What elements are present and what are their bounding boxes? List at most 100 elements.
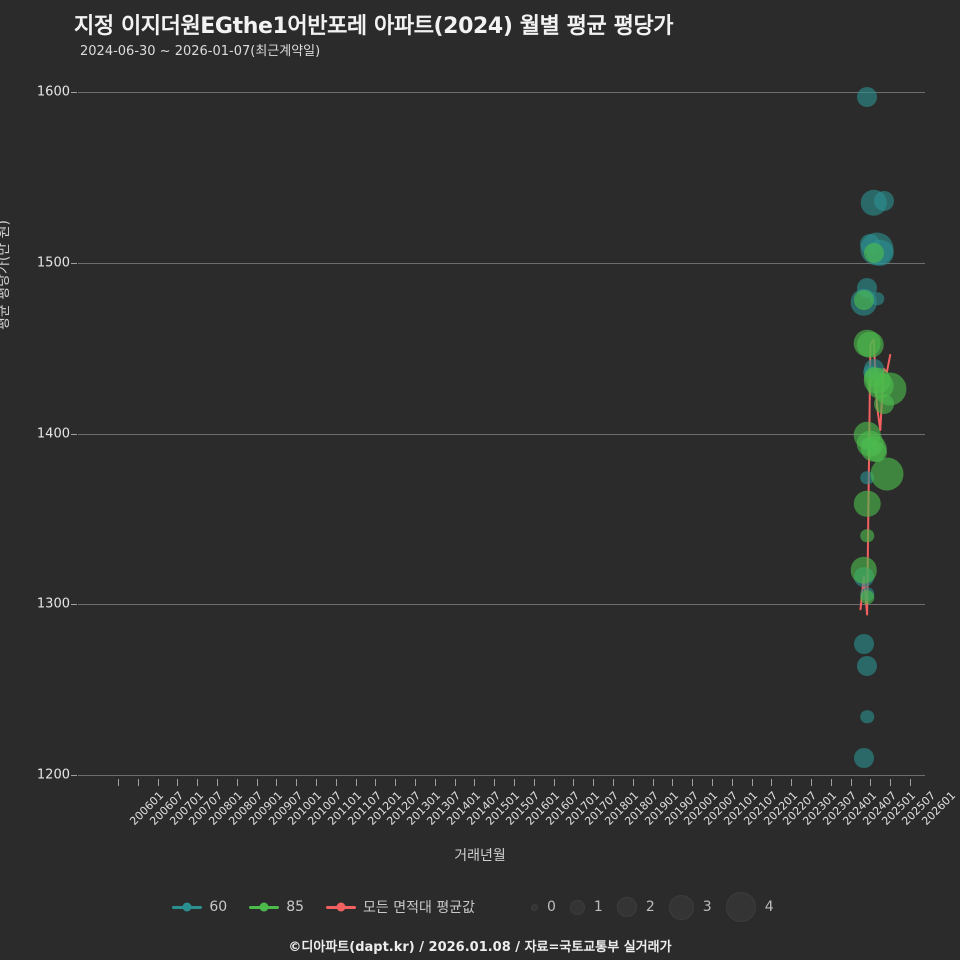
bubble-85 <box>860 590 874 605</box>
x-tick-mark <box>850 779 852 786</box>
legend-dot-marker <box>259 902 269 912</box>
y-tick-mark <box>71 604 77 606</box>
x-tick-mark <box>573 779 575 786</box>
gridline-1600 <box>78 92 925 93</box>
x-tick-mark <box>751 779 753 786</box>
bubble-60 <box>873 191 894 212</box>
legend: 60 85 모든 면적대 평균값 0 1 2 3 4 <box>0 890 960 924</box>
x-tick-mark <box>434 779 436 786</box>
chart-subtitle: 2024-06-30 ~ 2026-01-07(최근계약일) <box>80 44 321 59</box>
size-legend-dot <box>725 892 756 922</box>
x-tick-mark <box>256 779 258 786</box>
legend-dot-marker <box>182 902 192 912</box>
legend-label: 85 <box>286 899 305 915</box>
y-tick-label-1200: 1200 <box>36 767 70 783</box>
gridline-1200 <box>78 775 925 776</box>
page-title: 지정 이지더원EGthe1어반포레 아파트(2024) 월별 평균 평당가 <box>74 14 674 39</box>
y-axis-title: 평균 평당가(만 원) <box>0 220 12 330</box>
legend-line-swatch <box>249 902 280 912</box>
y-tick-mark <box>71 775 77 776</box>
y-tick-label-1300: 1300 <box>36 596 70 612</box>
x-tick-mark <box>731 779 733 786</box>
y-tick-label-1500: 1500 <box>36 255 70 271</box>
bubble-85 <box>850 556 878 584</box>
x-tick-mark <box>514 779 515 786</box>
size-legend-dot <box>616 897 637 917</box>
gridline-1300 <box>78 604 925 606</box>
bubble-85 <box>873 372 907 406</box>
x-tick-mark <box>632 779 634 786</box>
x-tick-mark <box>474 779 476 786</box>
x-tick-mark <box>236 779 238 786</box>
x-tick-mark <box>692 779 694 786</box>
y-tick-mark <box>71 433 77 435</box>
y-tick-mark <box>71 92 77 93</box>
x-tick-mark <box>791 779 793 786</box>
size-legend-item-3: 3 <box>668 894 712 920</box>
x-tick-mark <box>771 779 773 786</box>
y-tick-label-1600: 1600 <box>36 84 70 100</box>
x-tick-mark <box>415 779 416 786</box>
x-tick-mark <box>118 779 119 786</box>
x-tick-mark <box>811 779 812 786</box>
legend-dot-marker <box>336 902 346 912</box>
x-tick-mark <box>494 779 496 786</box>
x-tick-mark <box>910 779 911 786</box>
size-legend-item-2: 2 <box>616 897 655 917</box>
x-tick-mark <box>296 779 298 786</box>
bubble-60 <box>853 633 874 654</box>
footer-credit: ©디아파트(dapt.kr) / 2026.01.08 / 자료=국토교통부 실… <box>288 940 672 955</box>
size-legend-dot <box>569 899 585 915</box>
x-tick-mark <box>177 779 179 786</box>
size-legend-label: 1 <box>593 899 603 915</box>
x-tick-mark <box>652 779 654 786</box>
y-axis-tick-labels: 1600 1500 1400 1300 1200 <box>22 85 70 783</box>
gridline-1400 <box>78 433 925 435</box>
size-legend-label: 2 <box>645 899 655 915</box>
size-legend-dot <box>531 903 538 911</box>
x-tick-mark <box>712 779 713 786</box>
legend-line-swatch <box>326 902 357 912</box>
x-axis: 200601 200607 200701 200707 200801 200807 2009… <box>78 775 958 845</box>
x-tick-mark <box>613 779 614 786</box>
bubble-60 <box>857 655 878 676</box>
x-tick-mark <box>316 779 317 786</box>
legend-series-avg[interactable]: 모든 면적대 평균값 <box>326 897 475 917</box>
legend-label: 모든 면적대 평균값 <box>363 900 475 916</box>
bubble-60 <box>860 710 874 724</box>
bubble-85 <box>853 490 881 517</box>
bubble-85 <box>860 529 874 543</box>
x-tick-mark <box>217 779 218 786</box>
size-legend: 0 1 2 3 4 <box>531 892 788 922</box>
x-tick-mark <box>593 779 595 786</box>
x-tick-mark <box>355 779 357 786</box>
legend-series-60[interactable]: 60 <box>172 899 227 915</box>
size-legend-label: 4 <box>764 899 774 915</box>
y-tick-mark <box>71 262 77 264</box>
legend-series-85[interactable]: 85 <box>249 899 304 915</box>
y-tick-label-1400: 1400 <box>36 426 70 441</box>
x-tick-mark <box>870 779 872 786</box>
bubble-85 <box>870 457 904 491</box>
bubble-85 <box>863 242 884 263</box>
legend-label: 60 <box>209 899 228 915</box>
x-tick-mark <box>197 779 199 786</box>
x-tick-mark <box>276 779 278 786</box>
average-line-series <box>859 338 892 616</box>
bubble-60 <box>857 87 878 108</box>
size-legend-item-1: 1 <box>569 899 603 915</box>
gridline-1500 <box>78 262 925 264</box>
bubble-85 <box>853 290 874 311</box>
size-legend-item-4: 4 <box>725 892 774 922</box>
bubble-85 <box>867 442 887 463</box>
x-tick-mark <box>553 779 555 786</box>
x-tick-mark <box>137 779 139 786</box>
bubble-85 <box>857 331 884 358</box>
series-legend: 60 85 모든 면적대 평균값 <box>172 897 497 917</box>
x-axis-title: 거래년월 <box>454 848 506 864</box>
x-tick-mark <box>672 779 674 786</box>
x-tick-mark <box>890 779 892 786</box>
x-tick-mark <box>533 779 535 786</box>
x-tick-mark <box>830 779 832 786</box>
